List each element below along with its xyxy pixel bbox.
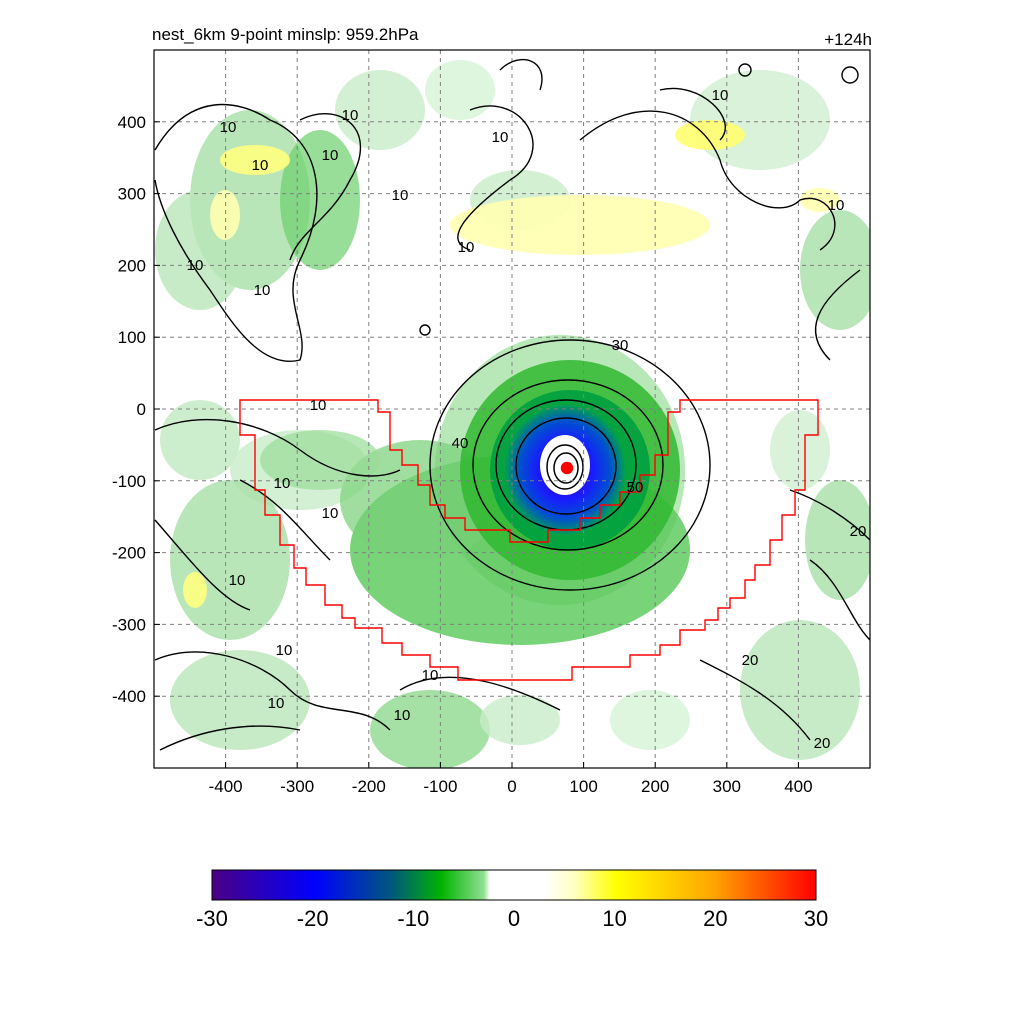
- contour-label: 10: [322, 505, 339, 522]
- chart-title: nest_6km 9-point minslp: 959.2hPa: [152, 25, 419, 44]
- contour-label: 10: [492, 129, 509, 146]
- y-tick-label: 400: [118, 113, 146, 132]
- contour-label: 10: [422, 667, 439, 684]
- y-tick-label: -300: [112, 615, 146, 634]
- x-tick-label: -200: [352, 777, 386, 796]
- plot-area: [154, 50, 870, 768]
- x-tick-label: 300: [713, 777, 741, 796]
- colorbar-tick-label: 20: [703, 906, 727, 931]
- y-tick-label: -400: [112, 687, 146, 706]
- y-tick-label: 200: [118, 256, 146, 275]
- y-tick-label: 300: [118, 185, 146, 204]
- x-tick-label: -300: [280, 777, 314, 796]
- contour-label: 10: [392, 187, 409, 204]
- colorbar-tick-label: -10: [397, 906, 429, 931]
- y-tick-label: -200: [112, 544, 146, 563]
- x-tick-label: 0: [507, 777, 516, 796]
- x-tick-label: -400: [209, 777, 243, 796]
- contour-label: 40: [452, 435, 469, 452]
- contour-label: 10: [229, 572, 246, 589]
- storm-center-marker: [559, 460, 575, 476]
- contour-label: 10: [394, 707, 411, 724]
- contour-label: 20: [814, 735, 831, 752]
- contour-label: 20: [742, 652, 759, 669]
- y-tick-label: -100: [112, 472, 146, 491]
- colorbar-tick-label: -20: [297, 906, 329, 931]
- colorbar-tick-label: -30: [196, 906, 228, 931]
- colorbar: -30 -20 -10 0 10 20 30: [196, 869, 828, 931]
- contour-label: 20: [850, 523, 867, 540]
- contour-label: 10: [274, 475, 291, 492]
- contour-label: 10: [712, 87, 729, 104]
- contour-label: 10: [268, 695, 285, 712]
- contour-label-group: 10 10 10 10 10 10 10 10 10 10 10 10 10 10 10 10 10 10 10 20…: [187, 87, 867, 752]
- contour-label: 30: [612, 337, 629, 354]
- contour-label: 10: [342, 107, 359, 124]
- contour-label: 10: [322, 147, 339, 164]
- x-tick-label: 200: [641, 777, 669, 796]
- contour-label: 10: [276, 642, 293, 659]
- contour-label: 10: [458, 239, 475, 256]
- x-tick-label: 100: [569, 777, 597, 796]
- contour-label: 10: [220, 119, 237, 136]
- y-tick-label: 0: [137, 400, 146, 419]
- contour-label: 10: [828, 197, 845, 214]
- y-axis: 400 300 200 100 0 -100 -200 -300 -400: [112, 113, 160, 706]
- colorbar-bar: [211, 869, 817, 901]
- contour-label: 10: [187, 257, 204, 274]
- contour-label: 10: [310, 397, 327, 414]
- x-axis: -400 -300 -200 -100 0 100 200 300 400: [209, 762, 813, 796]
- contour-label: 10: [252, 157, 269, 174]
- verification-boundary: [239, 399, 819, 681]
- colorbar-tick-label: 0: [508, 906, 520, 931]
- x-tick-label: 400: [784, 777, 812, 796]
- forecast-hour-label: +124h: [824, 30, 872, 49]
- colorbar-tick-label: 30: [804, 906, 828, 931]
- y-tick-label: 100: [118, 328, 146, 347]
- shaded-field: [155, 60, 870, 768]
- colorbar-tick-label: 10: [602, 906, 626, 931]
- contour-label: 50: [627, 479, 644, 496]
- contour-label: 10: [254, 282, 271, 299]
- x-tick-label: -100: [423, 777, 457, 796]
- contour-lines: [154, 59, 870, 751]
